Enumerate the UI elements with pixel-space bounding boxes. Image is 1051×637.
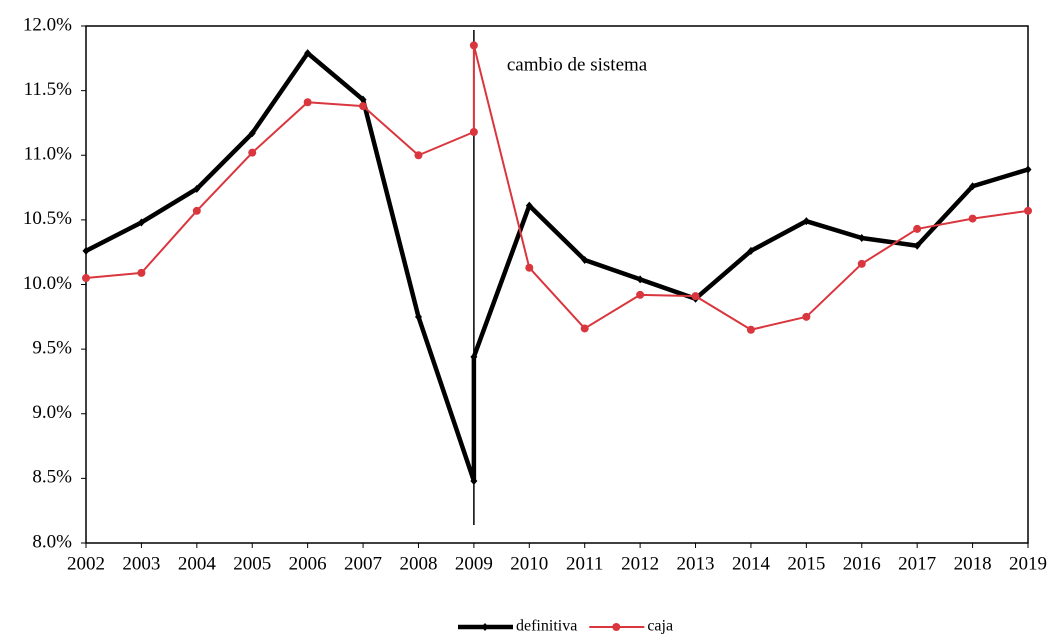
x-tick-label: 2015 [787, 553, 825, 574]
x-tick-label: 2016 [843, 553, 881, 574]
marker [525, 201, 533, 210]
marker [580, 324, 589, 333]
x-tick-label: 2002 [67, 553, 105, 574]
x-tick-label: 2009 [455, 553, 493, 574]
marker [969, 182, 977, 191]
marker [248, 129, 256, 138]
y-tick-label: 12.0% [23, 14, 72, 35]
marker [414, 151, 423, 160]
marker [1024, 165, 1032, 174]
x-tick-label: 2004 [178, 553, 217, 574]
legend-label: definitiva [516, 618, 577, 635]
y-tick-label: 10.0% [23, 273, 72, 294]
marker [470, 352, 478, 361]
marker [359, 95, 367, 104]
x-tick-label: 2003 [122, 553, 160, 574]
marker [1024, 206, 1032, 215]
marker [636, 275, 644, 284]
x-tick-label: 2007 [344, 553, 382, 574]
marker [193, 184, 201, 193]
marker [747, 246, 755, 255]
marker [82, 246, 90, 255]
y-tick-label: 9.5% [32, 337, 72, 358]
x-tick-label: 2010 [510, 553, 548, 574]
annotation-text: cambio de sistema [507, 54, 648, 75]
marker [248, 148, 257, 157]
x-tick-label: 2012 [621, 553, 659, 574]
marker [802, 312, 811, 321]
y-tick-label: 8.5% [32, 467, 72, 488]
marker [913, 241, 921, 250]
marker [858, 233, 866, 242]
x-tick-label: 2017 [898, 553, 936, 574]
marker [691, 292, 700, 301]
marker [469, 41, 478, 50]
x-tick-label: 2011 [566, 553, 603, 574]
x-tick-label: 2018 [954, 553, 992, 574]
x-tick-label: 2005 [233, 553, 271, 574]
marker [414, 312, 422, 321]
y-tick-label: 11.0% [24, 144, 73, 165]
x-tick-label: 2019 [1009, 553, 1047, 574]
x-tick-label: 2006 [289, 553, 327, 574]
y-tick-label: 9.0% [32, 402, 72, 423]
marker [469, 127, 478, 136]
marker [525, 263, 534, 272]
marker [192, 206, 201, 215]
marker [968, 214, 977, 223]
marker [82, 274, 90, 283]
marker [636, 290, 645, 299]
marker [137, 268, 146, 277]
legend-marker [612, 623, 621, 631]
y-tick-label: 10.5% [23, 208, 72, 229]
marker [359, 102, 368, 111]
marker [802, 217, 810, 226]
marker [304, 49, 312, 58]
legend-label: caja [647, 618, 673, 635]
marker [913, 224, 922, 233]
plot-frame [85, 25, 1029, 544]
x-tick-label: 2014 [732, 553, 771, 574]
y-tick-label: 11.5% [24, 79, 73, 100]
marker [137, 218, 145, 227]
series-line [84, 50, 1029, 484]
y-tick-label: 8.0% [32, 531, 72, 552]
marker [303, 98, 312, 107]
series-line [85, 44, 1029, 331]
x-tick-label: 2013 [677, 553, 715, 574]
marker [581, 255, 589, 264]
marker [746, 325, 755, 334]
legend-marker [481, 623, 489, 631]
marker [857, 259, 866, 268]
marker [470, 476, 478, 485]
x-tick-label: 2008 [399, 553, 437, 574]
